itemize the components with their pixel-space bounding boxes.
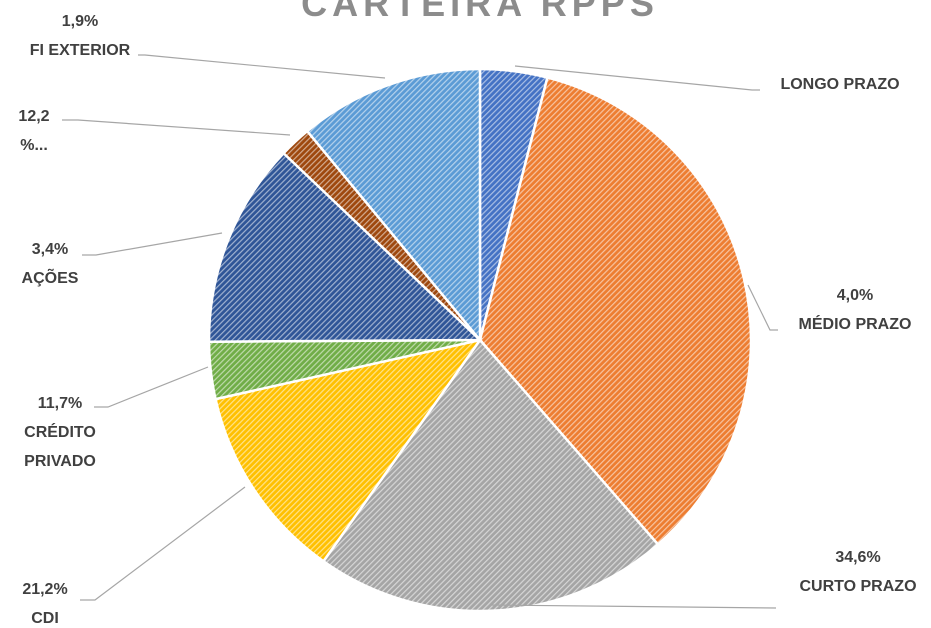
pie-slice <box>321 337 660 613</box>
leader-line <box>94 366 209 408</box>
data-label: FI EXTERIOR <box>30 42 131 59</box>
pie-slice <box>214 338 483 563</box>
pie-slice <box>478 75 753 547</box>
data-label: 3,4% <box>32 241 68 258</box>
data-label: %... <box>20 137 48 154</box>
leader-line <box>747 284 778 331</box>
data-label: 21,2% <box>22 581 67 598</box>
data-label: CRÉDITO <box>24 422 96 441</box>
leader-line <box>80 486 246 601</box>
leader-line <box>514 65 760 91</box>
data-label: CDI <box>31 610 59 627</box>
data-label: CURTO PRAZO <box>799 578 916 595</box>
leader-line <box>138 54 386 79</box>
data-label: 11,7% <box>38 395 82 412</box>
data-label: PRIVADO <box>24 453 96 470</box>
data-label: LONGO PRAZO <box>780 76 899 93</box>
pie-slice <box>305 67 482 344</box>
pie-slice <box>207 151 484 343</box>
data-label: 4,0% <box>837 287 873 304</box>
leader-line <box>82 232 223 256</box>
data-label: MÉDIO PRAZO <box>799 314 912 333</box>
chart-title: CARTEIRA RPPS <box>301 0 659 24</box>
leader-line <box>62 119 291 136</box>
leader-line <box>489 604 777 609</box>
data-label: AÇÕES <box>22 267 79 287</box>
data-label: 12,2 <box>18 108 49 125</box>
data-label: 34,6% <box>835 549 880 566</box>
data-label: 1,9% <box>62 13 98 30</box>
